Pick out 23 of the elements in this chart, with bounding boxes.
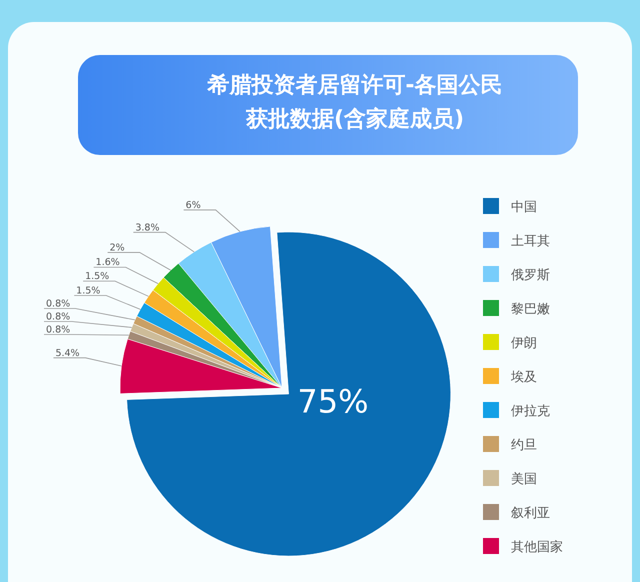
legend-label: 黎巴嫩 bbox=[511, 302, 550, 317]
chart-title: 希腊投资者居留许可-各国公民获批数据(含家庭成员) bbox=[206, 73, 503, 132]
legend-label: 埃及 bbox=[510, 370, 537, 385]
legend-label: 伊拉克 bbox=[511, 404, 550, 419]
data-label: 0.8% bbox=[46, 312, 70, 323]
legend-label: 土耳其 bbox=[511, 234, 550, 249]
data-label: 1.5% bbox=[85, 271, 110, 282]
data-label: 75% bbox=[297, 382, 369, 421]
data-label: 5.4% bbox=[55, 348, 80, 359]
data-label: 0.8% bbox=[46, 324, 70, 336]
legend-label: 伊朗 bbox=[511, 335, 537, 351]
data-label: 1.6% bbox=[96, 257, 120, 268]
legend-label: 中国 bbox=[511, 200, 537, 215]
legend-label: 约旦 bbox=[511, 438, 537, 453]
legend-label: 叙利亚 bbox=[511, 506, 550, 521]
legend-label: 俄罗斯 bbox=[511, 268, 550, 283]
data-label: 2% bbox=[110, 242, 125, 254]
legend-label: 其他国家 bbox=[511, 539, 563, 555]
data-label: 0.8% bbox=[46, 298, 70, 310]
data-label: 1.5% bbox=[76, 286, 100, 297]
data-label: 3.8% bbox=[135, 222, 160, 234]
legend-label: 美国 bbox=[511, 471, 537, 487]
data-label: 6% bbox=[186, 200, 201, 211]
